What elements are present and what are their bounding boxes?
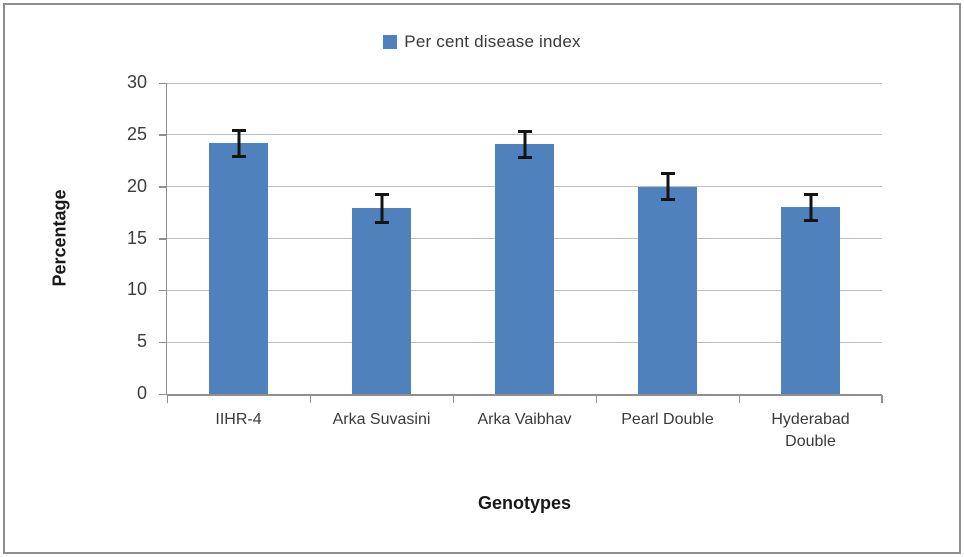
category-label: Pearl Double — [621, 411, 714, 428]
legend-series-label: Per cent disease index — [404, 32, 581, 51]
category-label: Hyderabad Double — [771, 411, 850, 450]
y-tick-label: 20 — [126, 175, 147, 196]
y-axis-tick — [159, 82, 167, 84]
y-axis-line — [165, 83, 167, 395]
bar — [352, 208, 411, 394]
error-bar-stem — [666, 172, 669, 202]
error-bar-cap — [803, 218, 818, 222]
y-axis-tick — [159, 186, 167, 188]
error-bar-cap — [660, 198, 675, 202]
x-axis-tick — [452, 395, 454, 403]
error-bar-stem — [237, 128, 240, 158]
error-bar-cap — [660, 172, 675, 176]
x-axis-line — [167, 393, 882, 396]
error-bar-stem — [523, 129, 526, 159]
legend: Per cent disease index — [0, 32, 964, 52]
error-bar-cap — [231, 154, 246, 158]
bar — [638, 186, 697, 394]
y-tick-label: 10 — [126, 279, 147, 300]
y-axis-tick — [159, 289, 167, 292]
error-bar-stem — [380, 192, 383, 224]
gridline — [167, 82, 882, 84]
y-axis-tick — [159, 393, 167, 395]
y-tick-label: 30 — [126, 72, 147, 92]
x-axis-tick — [166, 395, 168, 403]
error-bar — [660, 172, 675, 202]
error-bar — [374, 192, 389, 224]
x-axis-tick — [595, 395, 597, 403]
y-tick-label: 25 — [126, 123, 147, 144]
error-bar-cap — [374, 192, 389, 196]
error-bar — [803, 192, 818, 222]
category-label: IIHR-4 — [215, 411, 262, 428]
error-bar-cap — [231, 128, 246, 132]
y-axis-tick — [159, 134, 167, 136]
y-axis-title: Percentage — [49, 189, 70, 287]
error-bar-cap — [374, 220, 389, 224]
x-axis-tick — [309, 395, 311, 403]
y-tick-label: 15 — [126, 227, 147, 248]
y-axis-tick — [159, 238, 167, 240]
y-tick-label: 0 — [136, 383, 147, 403]
error-bar-cap — [803, 192, 818, 196]
x-axis-title: Genotypes — [477, 493, 572, 513]
y-tick-label: 5 — [136, 331, 147, 352]
legend-series-marker-icon — [383, 35, 398, 49]
y-axis-tick — [159, 341, 167, 344]
error-bar-stem — [809, 192, 812, 222]
bar — [495, 144, 554, 394]
x-axis-tick — [738, 395, 740, 403]
category-label: Arka Suvasini — [332, 411, 431, 428]
bar — [781, 207, 840, 394]
error-bar-cap — [517, 155, 532, 159]
error-bar — [517, 129, 532, 159]
category-label: Arka Vaibhav — [477, 411, 572, 428]
x-axis-tick — [881, 395, 883, 403]
error-bar-cap — [517, 129, 532, 133]
error-bar — [231, 128, 246, 158]
bar — [209, 143, 268, 394]
